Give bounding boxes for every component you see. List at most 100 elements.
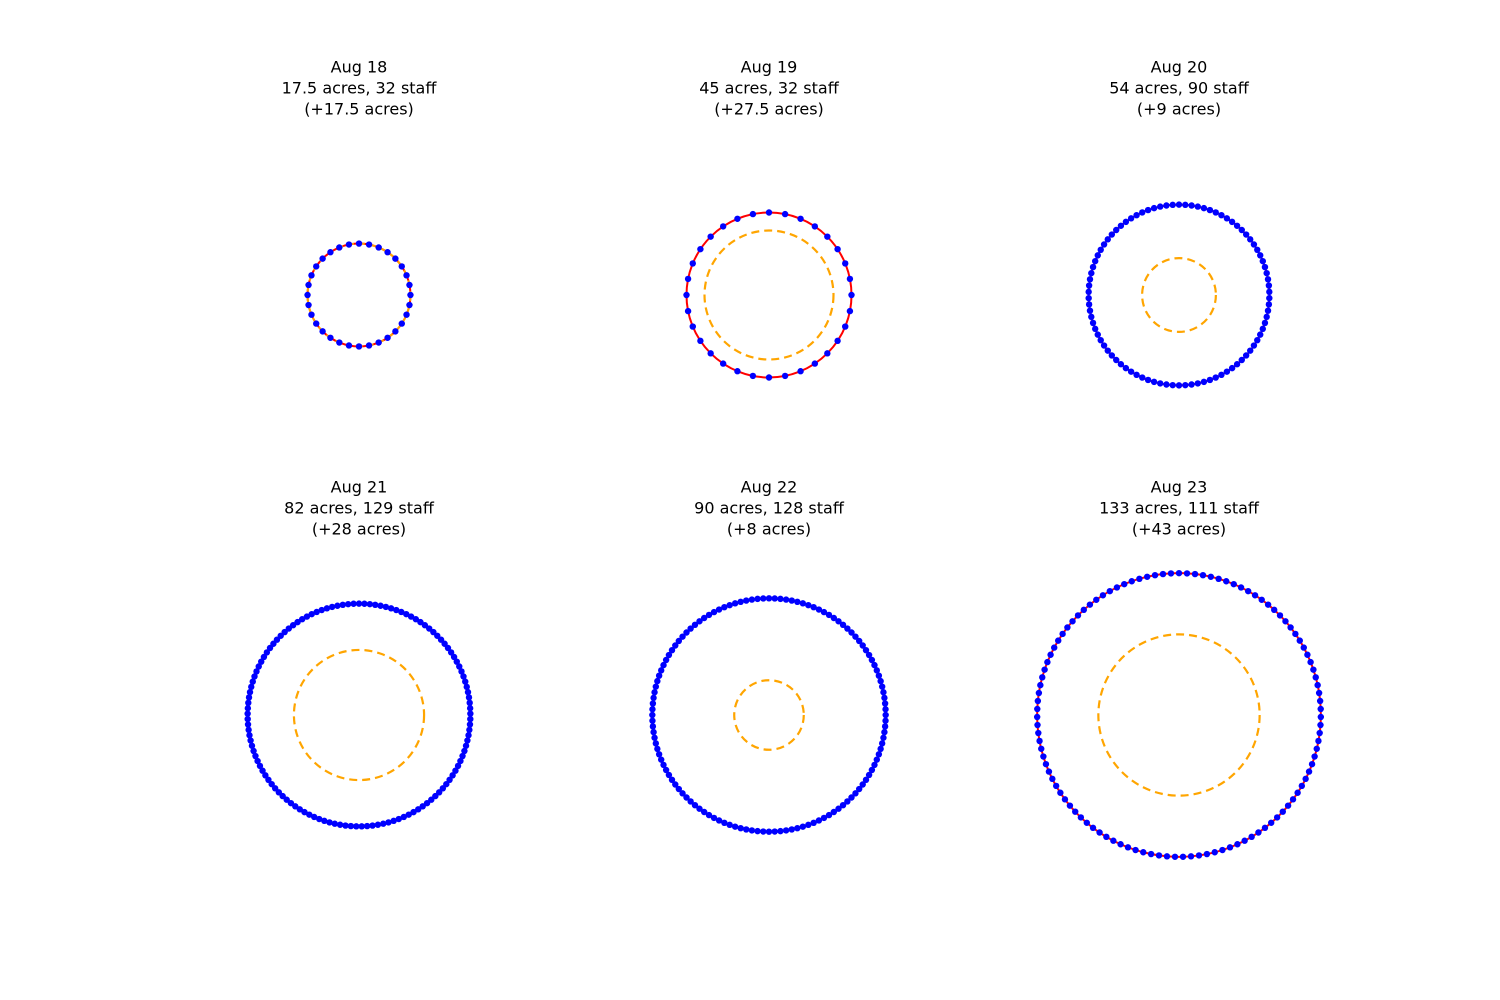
staff-marker [1157, 203, 1164, 210]
staff-marker [1207, 573, 1215, 580]
staff-marker [263, 649, 271, 656]
staff-marker [1085, 288, 1092, 296]
staff-marker [1037, 681, 1044, 689]
staff-marker [734, 368, 741, 375]
staff-marker [244, 710, 251, 717]
staff-marker [672, 781, 679, 788]
staff-marker [308, 311, 315, 318]
staff-marker [1034, 721, 1041, 729]
staff-marker [467, 710, 474, 717]
staff-marker [369, 822, 376, 829]
staff-marker [1265, 282, 1273, 289]
staff-marker [308, 610, 315, 618]
staff-marker [1250, 241, 1258, 248]
staff-marker [294, 618, 301, 626]
staff-marker [846, 275, 854, 283]
staff-marker [292, 803, 299, 810]
staff-marker [313, 263, 320, 270]
staff-marker [855, 637, 863, 645]
staff-marker [1092, 257, 1099, 265]
staff-marker [1066, 802, 1074, 809]
staff-marker [650, 694, 657, 702]
staff-marker [289, 622, 297, 629]
staff-marker [265, 776, 272, 783]
staff-marker [1218, 371, 1225, 378]
staff-marker [848, 291, 855, 299]
staff-marker [842, 323, 849, 330]
staff-marker [844, 798, 851, 805]
staff-marker [781, 210, 789, 218]
staff-marker [377, 602, 384, 609]
growth-ring [733, 679, 805, 751]
staff-marker [830, 614, 838, 622]
staff-marker [1195, 852, 1203, 859]
panel-5: Aug 22 90 acres, 128 staff (+8 acres) [649, 478, 889, 835]
staff-marker [353, 823, 360, 830]
staff-marker [1312, 674, 1319, 681]
staff-marker [258, 658, 265, 665]
staff-marker [1108, 231, 1116, 238]
staff-marker [1077, 814, 1085, 821]
staff-marker [1100, 342, 1108, 349]
staff-marker [668, 646, 676, 654]
staff-marker [794, 598, 801, 606]
staff-marker [771, 828, 778, 835]
staff-marker [825, 811, 833, 819]
staff-marker [652, 740, 660, 747]
staff-marker [1261, 824, 1269, 832]
staff-marker [1233, 361, 1241, 368]
staff-marker [842, 260, 849, 267]
staff-marker [1147, 850, 1155, 858]
staff-marker [689, 323, 696, 330]
staff-marker [403, 610, 410, 618]
staff-marker [344, 600, 352, 608]
staff-marker [878, 683, 886, 690]
staff-marker [1094, 331, 1101, 338]
staff-marker [649, 717, 656, 724]
staff-marker [651, 689, 658, 696]
staff-marker [810, 604, 817, 611]
staff-marker [734, 215, 741, 222]
staff-marker [881, 728, 888, 736]
staff-marker [1044, 658, 1051, 666]
staff-marker [1255, 829, 1262, 836]
staff-marker [825, 611, 833, 619]
staff-marker [719, 223, 727, 230]
staff-marker [1089, 824, 1097, 832]
staff-marker [743, 597, 750, 604]
staff-marker [457, 757, 464, 765]
staff-marker [1157, 380, 1164, 387]
staff-marker [1113, 356, 1120, 364]
staff-marker [463, 683, 470, 691]
staff-marker [385, 819, 392, 826]
staff-marker [1218, 212, 1225, 219]
staff-marker [1257, 252, 1264, 259]
staff-marker [1139, 374, 1146, 381]
staff-marker [649, 700, 657, 707]
staff-marker [691, 621, 699, 629]
staff-marker [1261, 319, 1269, 327]
staff-marker [1308, 760, 1316, 768]
staff-marker [447, 649, 455, 656]
panel-4: Aug 21 82 acres, 129 staff (+28 acres) [244, 478, 474, 830]
staff-marker [748, 827, 756, 834]
staff-marker [1136, 575, 1143, 583]
staff-marker [1117, 841, 1124, 848]
staff-marker [707, 233, 714, 240]
staff-marker [1226, 844, 1234, 851]
staff-marker [1188, 202, 1195, 209]
staff-marker [1307, 658, 1314, 666]
staff-marker [788, 597, 795, 604]
staff-marker [881, 723, 889, 730]
staff-marker [1057, 789, 1064, 796]
staff-marker [1059, 630, 1066, 638]
staff-marker [1271, 606, 1278, 614]
staff-marker [683, 291, 690, 299]
staff-marker [707, 350, 714, 357]
staff-marker [1040, 753, 1047, 760]
staff-marker [1122, 218, 1130, 226]
staff-marker [1263, 269, 1270, 277]
staff-marker [881, 700, 889, 707]
staff-marker [1250, 342, 1258, 349]
staff-marker [871, 761, 878, 769]
